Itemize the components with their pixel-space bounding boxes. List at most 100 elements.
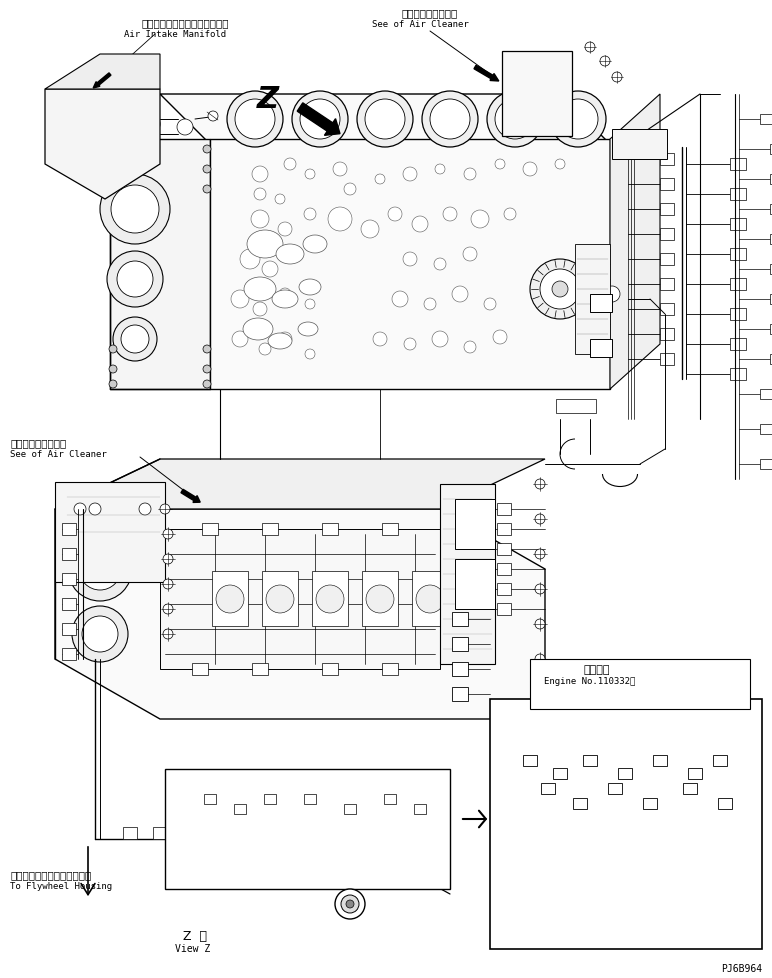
Circle shape [163, 555, 173, 564]
Circle shape [563, 902, 567, 906]
Bar [382, 523, 398, 535]
Circle shape [565, 744, 575, 754]
Bar [322, 523, 338, 535]
Circle shape [612, 73, 622, 83]
Bar [62, 623, 76, 636]
Ellipse shape [276, 244, 304, 265]
Bar [612, 130, 667, 159]
Bar [253, 827, 267, 839]
Circle shape [304, 208, 316, 221]
Bar [660, 304, 674, 316]
Circle shape [335, 889, 365, 919]
Circle shape [357, 92, 413, 148]
Bar [248, 866, 262, 877]
Bar [204, 794, 216, 804]
Bar [770, 204, 772, 215]
Polygon shape [210, 140, 610, 389]
Circle shape [495, 100, 535, 140]
Text: See of Air Cleaner: See of Air Cleaner [10, 450, 107, 459]
Circle shape [552, 282, 568, 297]
Text: PJ6B964: PJ6B964 [721, 963, 762, 973]
Circle shape [365, 100, 405, 140]
Bar [660, 329, 674, 340]
Circle shape [203, 166, 211, 174]
Circle shape [595, 739, 605, 749]
Circle shape [535, 739, 545, 749]
Bar [760, 114, 772, 125]
Circle shape [253, 302, 267, 317]
Circle shape [404, 338, 416, 351]
Bar [590, 339, 612, 358]
Bar [62, 599, 76, 610]
Circle shape [141, 118, 155, 132]
Bar [384, 794, 396, 804]
Bar [683, 783, 697, 794]
Bar [412, 571, 448, 626]
Circle shape [110, 112, 134, 137]
Bar [608, 783, 622, 794]
Circle shape [109, 186, 117, 194]
Text: Z  視: Z 視 [183, 929, 207, 942]
Circle shape [109, 146, 117, 154]
Bar [618, 768, 632, 779]
Circle shape [111, 186, 159, 234]
Circle shape [403, 252, 417, 267]
Bar [541, 783, 555, 794]
Circle shape [504, 208, 516, 221]
Bar [62, 648, 76, 660]
Polygon shape [45, 55, 160, 90]
Circle shape [583, 263, 607, 287]
Bar [188, 827, 202, 839]
Circle shape [416, 586, 444, 613]
Bar [262, 523, 278, 535]
Bar [322, 663, 338, 676]
Circle shape [109, 166, 117, 174]
Bar [713, 755, 727, 766]
Polygon shape [55, 510, 545, 719]
Bar [653, 755, 667, 766]
Circle shape [139, 504, 151, 515]
Circle shape [177, 120, 193, 136]
Circle shape [136, 112, 160, 137]
Text: エアークリーナ参照: エアークリーナ参照 [10, 437, 66, 448]
Text: To Flywheel Housing: To Flywheel Housing [10, 881, 112, 890]
Bar [730, 279, 746, 290]
Circle shape [540, 694, 550, 704]
Circle shape [403, 168, 417, 182]
Bar [362, 571, 398, 626]
Bar [490, 699, 762, 949]
Circle shape [278, 333, 292, 346]
Ellipse shape [299, 280, 321, 295]
Bar [770, 355, 772, 365]
Circle shape [113, 318, 157, 362]
Text: エアークリーナ参照: エアークリーナ参照 [402, 8, 458, 18]
Circle shape [74, 504, 86, 515]
Bar [497, 544, 511, 556]
Circle shape [262, 262, 278, 278]
Circle shape [259, 343, 271, 356]
Circle shape [412, 217, 428, 233]
Bar [318, 866, 332, 877]
Bar [770, 294, 772, 305]
Circle shape [535, 654, 545, 664]
Bar [62, 573, 76, 586]
Circle shape [160, 505, 170, 514]
Bar [123, 827, 137, 839]
Circle shape [231, 290, 249, 309]
FancyArrow shape [93, 73, 111, 89]
Circle shape [375, 175, 385, 185]
Circle shape [550, 92, 606, 148]
Circle shape [121, 326, 149, 354]
Circle shape [540, 270, 580, 310]
Bar [583, 755, 597, 766]
Circle shape [300, 100, 340, 140]
Circle shape [100, 175, 170, 244]
Bar [770, 175, 772, 185]
Bar [382, 663, 398, 676]
Circle shape [117, 262, 153, 297]
Circle shape [373, 333, 387, 346]
Circle shape [434, 259, 446, 271]
Bar [770, 325, 772, 334]
Text: フライホイールハウジングへ: フライホイールハウジングへ [10, 869, 91, 879]
Circle shape [266, 586, 294, 613]
